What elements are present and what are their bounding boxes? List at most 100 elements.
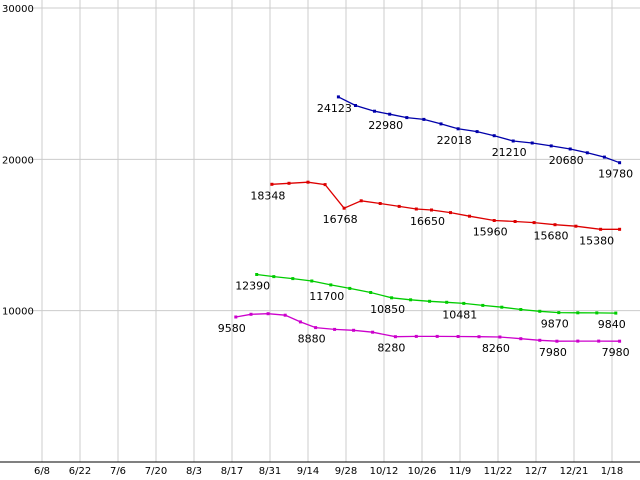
data-point-marker [234, 315, 238, 319]
data-point-label: 19780 [598, 168, 633, 181]
x-tick-label: 9/28 [335, 466, 357, 477]
data-point-label: 16650 [410, 215, 445, 228]
data-point-marker [255, 273, 259, 276]
data-point-marker [272, 275, 276, 279]
data-point-marker [336, 95, 340, 99]
data-point-marker [430, 208, 433, 212]
data-point-label: 20680 [549, 154, 584, 167]
data-point-marker [595, 311, 599, 315]
data-point-marker [287, 181, 291, 185]
data-point-marker [439, 122, 443, 126]
data-point-marker [481, 303, 485, 307]
data-point-marker [435, 334, 439, 338]
data-point-marker [422, 117, 426, 121]
x-tick-label: 10/12 [370, 466, 399, 477]
data-point-marker [597, 339, 601, 343]
y-tick-label: 20000 [2, 155, 34, 166]
data-point-marker [549, 144, 553, 148]
data-point-marker [249, 312, 253, 316]
x-tick-label: 11/22 [484, 466, 513, 477]
data-point-marker [500, 305, 504, 309]
data-point-marker [390, 296, 394, 300]
data-point-label: 9580 [218, 322, 246, 335]
data-point-label: 22980 [368, 119, 403, 132]
data-point-marker [378, 202, 382, 205]
series-line-green [256, 273, 616, 314]
data-point-marker [369, 291, 373, 294]
data-point-label: 8880 [298, 333, 326, 346]
y-tick-label: 30000 [2, 4, 34, 15]
data-point-label: 10481 [442, 308, 477, 321]
data-point-marker [291, 277, 295, 281]
data-point-marker [359, 199, 363, 203]
data-point-label: 7980 [602, 346, 630, 359]
data-point-marker [585, 151, 589, 155]
data-point-label: 18348 [250, 189, 285, 202]
data-point-marker [568, 147, 572, 151]
data-point-marker [618, 227, 622, 231]
data-point-marker [428, 299, 432, 303]
x-tick-label: 10/26 [408, 466, 437, 477]
gridlines [30, 0, 640, 462]
data-point-label: 8280 [377, 342, 405, 355]
x-tick-label: 7/6 [110, 466, 126, 477]
data-point-label: 10850 [370, 303, 405, 316]
data-point-marker [468, 214, 471, 218]
data-point-label: 9870 [541, 318, 569, 331]
data-point-marker [409, 298, 413, 302]
x-tick-label: 6/22 [69, 466, 91, 477]
data-point-marker [393, 335, 397, 339]
y-tick-label: 10000 [2, 307, 34, 318]
data-point-marker [342, 206, 346, 210]
data-point-marker [348, 286, 352, 290]
data-point-marker [445, 300, 449, 304]
data-point-marker [371, 330, 375, 334]
data-point-marker [456, 127, 460, 131]
x-tick-label: 7/20 [145, 466, 167, 477]
x-tick-label: 8/31 [259, 466, 281, 477]
x-tick-label: 8/3 [186, 466, 202, 477]
data-point-marker [557, 311, 561, 315]
data-point-marker [519, 308, 523, 311]
data-point-marker [329, 283, 333, 287]
x-tick-label: 9/14 [297, 466, 319, 477]
data-point-label: 12390 [235, 280, 270, 293]
data-point-marker [513, 220, 517, 223]
x-tick-label: 12/7 [525, 466, 547, 477]
data-point-marker [614, 311, 618, 315]
data-point-marker [498, 335, 502, 339]
data-point-marker [298, 320, 302, 324]
data-point-marker [532, 221, 536, 225]
x-tick-label: 12/21 [560, 466, 589, 477]
data-point-marker [618, 161, 622, 165]
data-point-label: 22018 [437, 134, 472, 147]
data-point-marker [492, 219, 496, 222]
data-point-marker [511, 139, 515, 143]
data-point-marker [283, 313, 287, 317]
x-tick-label: 1/18 [601, 466, 623, 477]
data-point-marker [266, 312, 270, 316]
data-point-marker [602, 155, 606, 159]
data-point-marker [323, 183, 327, 187]
data-point-marker [405, 116, 409, 120]
x-tick-label: 8/17 [221, 466, 243, 477]
data-point-marker [576, 311, 580, 315]
data-point-marker [310, 279, 314, 283]
data-point-marker [333, 327, 337, 331]
data-point-marker [354, 104, 357, 107]
data-point-marker [519, 337, 523, 341]
data-point-label: 21210 [492, 146, 527, 159]
data-point-marker [456, 335, 460, 338]
data-point-label: 15380 [579, 234, 614, 247]
data-point-marker [618, 339, 622, 343]
data-point-label: 9840 [598, 318, 626, 331]
data-point-label: 15960 [473, 226, 508, 239]
data-point-marker [530, 141, 534, 145]
x-tick-label: 6/8 [34, 466, 50, 477]
data-point-marker [352, 328, 356, 332]
data-point-marker [314, 326, 318, 330]
data-point-marker [553, 223, 557, 227]
data-point-marker [397, 204, 401, 208]
